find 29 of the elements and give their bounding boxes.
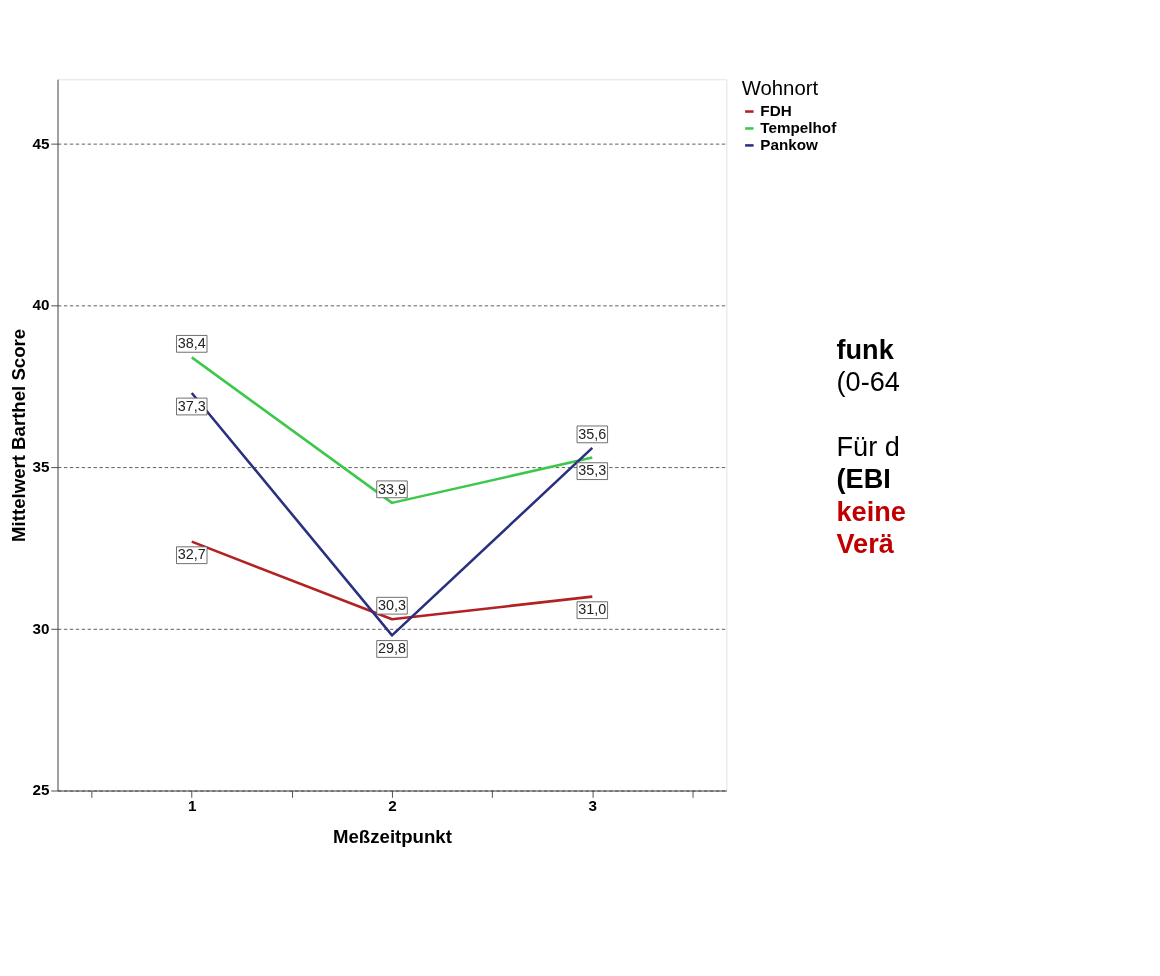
x-tick-label: 3 — [588, 797, 597, 815]
data-label: 33,9 — [378, 480, 407, 497]
y-axis-title: Mittelwert Barthel Score — [7, 328, 29, 542]
data-label: 29,8 — [378, 640, 407, 657]
data-label: 35,6 — [578, 425, 607, 442]
text: funk — [836, 333, 895, 365]
legend-label: Tempelhof — [760, 118, 838, 136]
data-label: 31,0 — [578, 601, 607, 618]
x-tick-label: 2 — [388, 797, 397, 815]
data-label: 37,3 — [177, 397, 206, 414]
data-label: 38,4 — [177, 335, 206, 352]
legend-label: Pankow — [760, 135, 819, 153]
y-tick-label: 35 — [32, 457, 51, 475]
x-axis-title: Meßzeitpunkt — [333, 825, 452, 847]
legend-label: FDH — [760, 101, 792, 119]
legend-title: Wohnort — [741, 77, 819, 100]
x-tick-label: 1 — [187, 797, 197, 815]
text: (EBI — [836, 463, 891, 495]
data-label: 32,7 — [177, 546, 206, 563]
data-label: 30,3 — [378, 596, 407, 613]
text: (0-64 — [836, 365, 900, 397]
y-tick-label: 25 — [32, 781, 51, 799]
text: Verä — [836, 527, 895, 559]
text: Für d — [836, 431, 900, 463]
text: keine — [836, 495, 906, 527]
data-label: 35,3 — [578, 462, 607, 479]
y-tick-label: 40 — [32, 296, 50, 314]
y-tick-label: 45 — [32, 134, 51, 152]
y-tick-label: 30 — [32, 619, 50, 637]
